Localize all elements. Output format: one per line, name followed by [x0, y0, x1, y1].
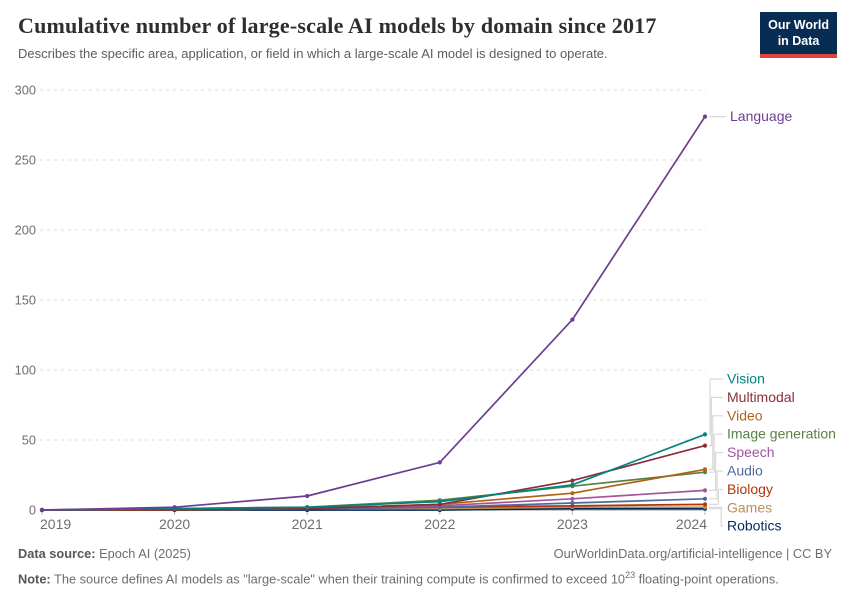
y-tick-label: 0	[29, 503, 36, 518]
chart-header: Cumulative number of large-scale AI mode…	[18, 13, 750, 61]
y-tick-label: 150	[15, 293, 36, 308]
y-tick-label: 300	[15, 83, 36, 98]
x-tick-label: 2022	[424, 516, 455, 532]
data-point[interactable]	[305, 493, 310, 499]
x-tick-label: 2020	[159, 516, 190, 532]
footnote-label: Note:	[18, 571, 51, 587]
footnote-tail: floating-point operations.	[635, 571, 779, 587]
data-source-value: Epoch AI (2025)	[95, 546, 191, 561]
data-source-label: Data source:	[18, 546, 96, 561]
owid-logo-line1: Our World	[768, 18, 829, 32]
data-point[interactable]	[702, 114, 708, 119]
data-point[interactable]	[437, 460, 442, 465]
page-title: Cumulative number of large-scale AI mode…	[18, 13, 657, 38]
series-label-games[interactable]: Games	[727, 499, 772, 515]
x-tick-label: 2023	[557, 516, 588, 532]
data-point[interactable]	[702, 443, 708, 448]
label-connector	[709, 415, 723, 470]
chart-canvas: 0 50 100 150 200 250 300 2019 2020 2021 2022 2023 20…	[15, 83, 836, 534]
data-point[interactable]	[570, 500, 575, 506]
label-connector	[709, 508, 723, 527]
data-point[interactable]	[702, 502, 708, 507]
label-connector	[709, 378, 723, 435]
series-line-language[interactable]	[41, 115, 706, 511]
y-tick-label: 200	[15, 223, 36, 238]
data-point[interactable]	[570, 482, 575, 487]
label-connector	[709, 506, 723, 509]
series-label-image-generation[interactable]: Image generation	[727, 426, 836, 442]
x-tick-label: 2021	[292, 516, 323, 532]
data-point[interactable]	[570, 491, 575, 496]
data-point[interactable]	[39, 507, 45, 513]
x-tick-label: 2024	[676, 516, 707, 532]
series-label-speech[interactable]: Speech	[727, 444, 774, 460]
data-point[interactable]	[437, 499, 442, 504]
series-label-multimodal[interactable]: Multimodal	[727, 389, 795, 405]
series-label-video[interactable]: Video	[727, 407, 763, 423]
attribution-link[interactable]: OurWorldinData.org/artificial-intelligen…	[553, 546, 832, 561]
label-connector	[709, 452, 723, 491]
label-connector	[709, 396, 723, 447]
x-tick-label: 2019	[40, 516, 71, 532]
owid-logo-line2: in Data	[777, 33, 820, 48]
y-tick-label: 50	[22, 433, 36, 448]
data-point[interactable]	[702, 467, 708, 472]
label-connector	[709, 433, 723, 473]
data-point[interactable]	[570, 317, 575, 322]
data-point[interactable]	[172, 505, 177, 510]
data-point[interactable]	[570, 496, 575, 501]
y-tick-label: 100	[15, 363, 36, 378]
chart-area: 0 50 100 150 200 250 300 2019 2020 2021 2022 2023 20…	[0, 78, 850, 540]
y-tick-label: 250	[15, 153, 36, 168]
footnote: Note: The source defines AI models as "l…	[18, 570, 832, 586]
label-connector	[709, 470, 723, 500]
label-connector	[709, 488, 723, 505]
chart-subtitle: Describes the specific area, application…	[18, 46, 608, 61]
footnote-body: The source defines AI models as "large-s…	[50, 571, 626, 587]
chart-footer: Data source: Epoch AI (2025) OurWorldinD…	[18, 546, 832, 586]
series-label-vision[interactable]: Vision	[727, 371, 765, 387]
series-label-audio[interactable]: Audio	[727, 463, 763, 479]
data-point[interactable]	[702, 488, 708, 493]
series-line-vision[interactable]	[41, 433, 706, 511]
series-label-robotics[interactable]: Robotics	[727, 518, 781, 534]
series-label-language[interactable]: Language	[730, 108, 793, 124]
series-line-multimodal[interactable]	[41, 444, 706, 511]
data-point[interactable]	[305, 505, 310, 510]
footnote-exponent: 23	[625, 570, 636, 580]
data-point[interactable]	[702, 432, 708, 437]
data-point[interactable]	[570, 478, 575, 483]
data-point[interactable]	[702, 496, 708, 501]
series-label-biology[interactable]: Biology	[727, 481, 773, 497]
data-source: Data source: Epoch AI (2025)	[18, 546, 191, 561]
owid-logo[interactable]: Our World in Data	[760, 12, 837, 59]
